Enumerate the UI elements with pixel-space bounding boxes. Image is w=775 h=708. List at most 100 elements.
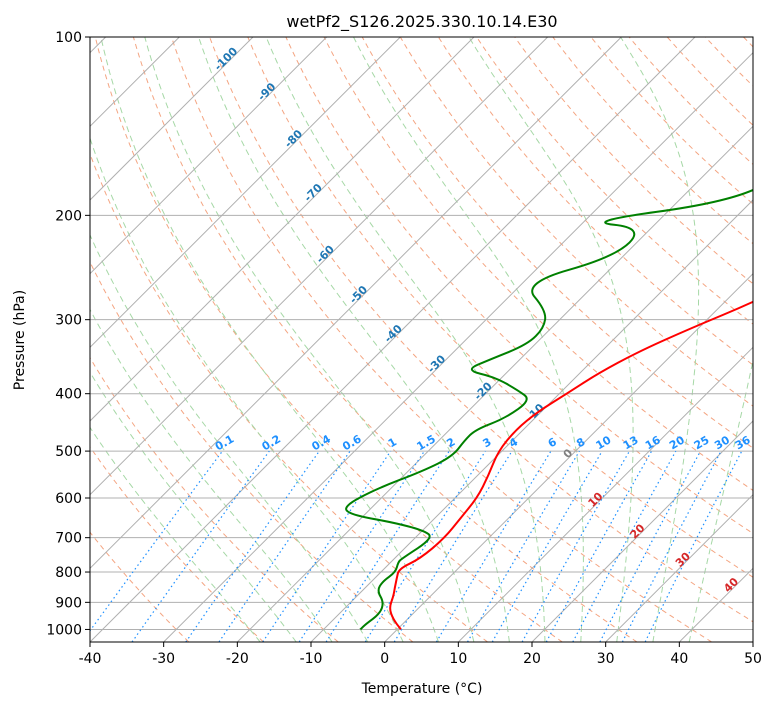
dry-adiabat bbox=[437, 37, 753, 366]
y-tick-label: 300 bbox=[55, 313, 82, 329]
isotherm-label: 30 bbox=[673, 549, 693, 569]
y-tick-label: 500 bbox=[55, 444, 82, 460]
mixing-ratio-line bbox=[298, 450, 425, 642]
mixing-ratio-line bbox=[262, 450, 392, 642]
mixing-ratio-line bbox=[572, 450, 677, 642]
isotherm-line bbox=[236, 125, 753, 642]
mixing-ratio-line bbox=[325, 450, 450, 642]
isotherm-label: 10 bbox=[586, 490, 606, 510]
isotherm-label: 20 bbox=[628, 521, 648, 541]
moist-adiabat bbox=[90, 426, 261, 642]
x-axis: -40 -30 -20 -10 0 10 20 30 40 50 bbox=[79, 642, 762, 667]
y-axis: 100 200 300 400 500 600 700 800 900 1000 bbox=[46, 30, 90, 638]
y-tick-label: 600 bbox=[55, 491, 82, 507]
isotherm-line bbox=[90, 37, 475, 422]
x-tick-label: -10 bbox=[300, 651, 323, 667]
mixing-ratio-label: 0.1 bbox=[213, 432, 236, 453]
isotherm-line bbox=[90, 37, 696, 642]
dry-adiabat bbox=[90, 446, 264, 642]
isotherm-label: -80 bbox=[282, 127, 305, 150]
moist-adiabat bbox=[90, 136, 404, 642]
isotherm-line bbox=[90, 37, 254, 201]
y-tick-label: 800 bbox=[55, 565, 82, 581]
isotherm-line bbox=[90, 37, 549, 496]
isotherm-line bbox=[163, 51, 753, 642]
isotherm-label: 40 bbox=[721, 575, 741, 595]
x-tick-label: 10 bbox=[449, 651, 467, 667]
mixing-ratio-line bbox=[644, 450, 743, 642]
y-tick-label: 400 bbox=[55, 387, 82, 403]
mixing-ratio-label: 30 bbox=[712, 433, 732, 452]
x-axis-title: Temperature (°C) bbox=[361, 681, 483, 697]
dry-adiabat bbox=[90, 531, 190, 642]
plot-area: 0.1 0.2 0.4 0.6 1 1.5 2 3 4 6 8 10 13 16 20 25 30 36-100-… bbox=[90, 37, 753, 642]
mixing-ratio-label: 2 bbox=[444, 435, 457, 450]
dry-adiabat bbox=[132, 37, 638, 642]
plot-frame bbox=[89, 36, 754, 643]
moist-adiabat bbox=[688, 358, 753, 642]
temperature-profile bbox=[389, 300, 753, 631]
dry-adiabat bbox=[399, 37, 753, 407]
y-tick-label: 200 bbox=[55, 208, 82, 224]
isotherm-line bbox=[531, 420, 753, 642]
mixing-ratio-line bbox=[185, 450, 320, 642]
mixing-ratio-label: 20 bbox=[667, 433, 687, 452]
moist-adiabat bbox=[620, 37, 700, 642]
y-tick-label: 700 bbox=[55, 531, 82, 547]
mixing-ratio-line bbox=[393, 450, 513, 642]
x-tick-label: 0 bbox=[380, 651, 389, 667]
mixing-ratio-label: 0.4 bbox=[310, 432, 334, 453]
isotherm-line bbox=[605, 493, 753, 642]
mixing-ratio-line bbox=[466, 450, 580, 642]
moist-adiabat bbox=[100, 37, 439, 642]
y-axis-title: Pressure (hPa) bbox=[12, 290, 28, 390]
isotherm-label: -90 bbox=[255, 80, 278, 103]
dry-adiabat bbox=[361, 37, 753, 449]
isotherm-line bbox=[90, 37, 328, 275]
moist-adiabat bbox=[353, 37, 584, 642]
x-tick-label: -20 bbox=[226, 651, 249, 667]
mixing-ratio-line bbox=[90, 450, 223, 632]
x-tick-label: 50 bbox=[744, 651, 762, 667]
isotherm-line bbox=[90, 37, 401, 349]
mixing-ratio-line bbox=[364, 450, 486, 642]
moist-adiabat bbox=[144, 37, 475, 642]
y-tick-label: 1000 bbox=[46, 622, 82, 638]
mixing-ratio-label: 6 bbox=[546, 435, 559, 450]
moist-adiabat bbox=[468, 37, 634, 642]
x-tick-label: -40 bbox=[79, 651, 102, 667]
moist-adiabat bbox=[90, 308, 333, 642]
dry-adiabat bbox=[90, 260, 414, 642]
mixing-ratio-label: 0.6 bbox=[340, 432, 364, 453]
mixing-ratio-line bbox=[435, 450, 552, 642]
dry-adiabat bbox=[90, 152, 488, 642]
dry-adiabat bbox=[90, 356, 339, 642]
isotherm-line bbox=[310, 199, 753, 642]
mixing-ratio-line bbox=[545, 450, 653, 642]
x-tick-label: 30 bbox=[597, 651, 615, 667]
mixing-ratio-label: 10 bbox=[594, 433, 614, 452]
y-tick-label: 900 bbox=[55, 595, 82, 611]
mixing-ratio-line bbox=[218, 450, 351, 642]
moist-adiabat bbox=[90, 371, 297, 642]
isotherm-line bbox=[384, 272, 753, 642]
dry-adiabat bbox=[209, 37, 753, 623]
x-tick-label: 40 bbox=[670, 651, 688, 667]
mixing-ratio-label: 13 bbox=[621, 433, 641, 452]
dry-adiabat bbox=[743, 37, 753, 48]
mixing-ratio-label: 16 bbox=[643, 433, 663, 452]
isotherm-line bbox=[457, 346, 753, 642]
mixing-ratio-label: 0.2 bbox=[260, 432, 283, 453]
mixing-ratio-label: 1.5 bbox=[414, 432, 437, 453]
mixing-ratio-label: 1 bbox=[386, 435, 399, 450]
x-tick-label: -30 bbox=[152, 651, 175, 667]
isotherm-label: -30 bbox=[425, 352, 448, 375]
x-tick-label: 20 bbox=[523, 651, 541, 667]
mixing-ratio-label: 3 bbox=[480, 435, 493, 450]
dry-adiabat bbox=[94, 37, 563, 642]
dewpoint-profile bbox=[345, 188, 753, 631]
isotherm-label: -70 bbox=[302, 181, 325, 204]
isotherm-label: -100 bbox=[212, 44, 241, 73]
moist-adiabat bbox=[265, 37, 546, 642]
